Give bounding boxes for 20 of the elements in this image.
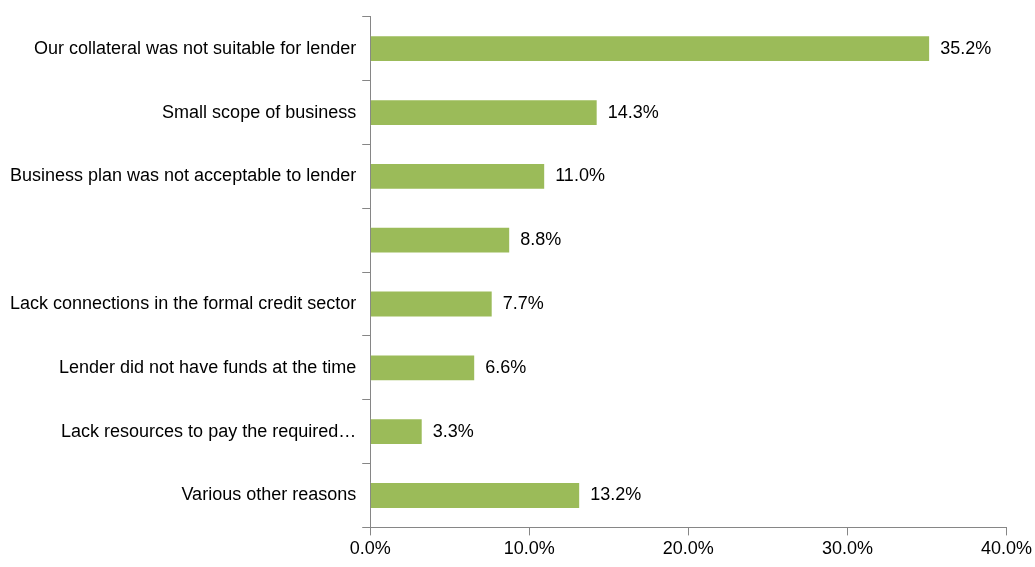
data-label: 6.6%: [485, 356, 527, 377]
y-tick-label: Small scope of business: [162, 101, 357, 122]
data-label: 7.7%: [502, 292, 544, 313]
x-tick-label: 20.0%: [662, 538, 714, 559]
data-label: 13.2%: [590, 484, 642, 505]
data-label: 11.0%: [555, 165, 605, 186]
x-tick-label: 30.0%: [821, 538, 873, 559]
x-tick-label: 40.0%: [980, 538, 1032, 559]
x-tick-label: 0.0%: [349, 538, 391, 559]
data-label: 8.8%: [520, 229, 562, 250]
y-tick-label: Business plan was not acceptable to lender: [10, 165, 357, 186]
y-tick-label: Lack resources to pay the required…: [61, 420, 357, 441]
y-tick-label: Various other reasons: [181, 484, 357, 505]
y-tick-label: Lack connections in the formal credit sector: [10, 292, 357, 313]
data-label: 3.3%: [432, 420, 474, 441]
y-tick-label: Our collateral was not suitable for lender: [34, 37, 357, 58]
data-label: 35.2%: [940, 37, 992, 58]
x-tick-label: 10.0%: [503, 538, 555, 559]
y-tick-label: Lender did not have funds at the time: [59, 356, 357, 377]
data-label: 14.3%: [607, 101, 659, 122]
